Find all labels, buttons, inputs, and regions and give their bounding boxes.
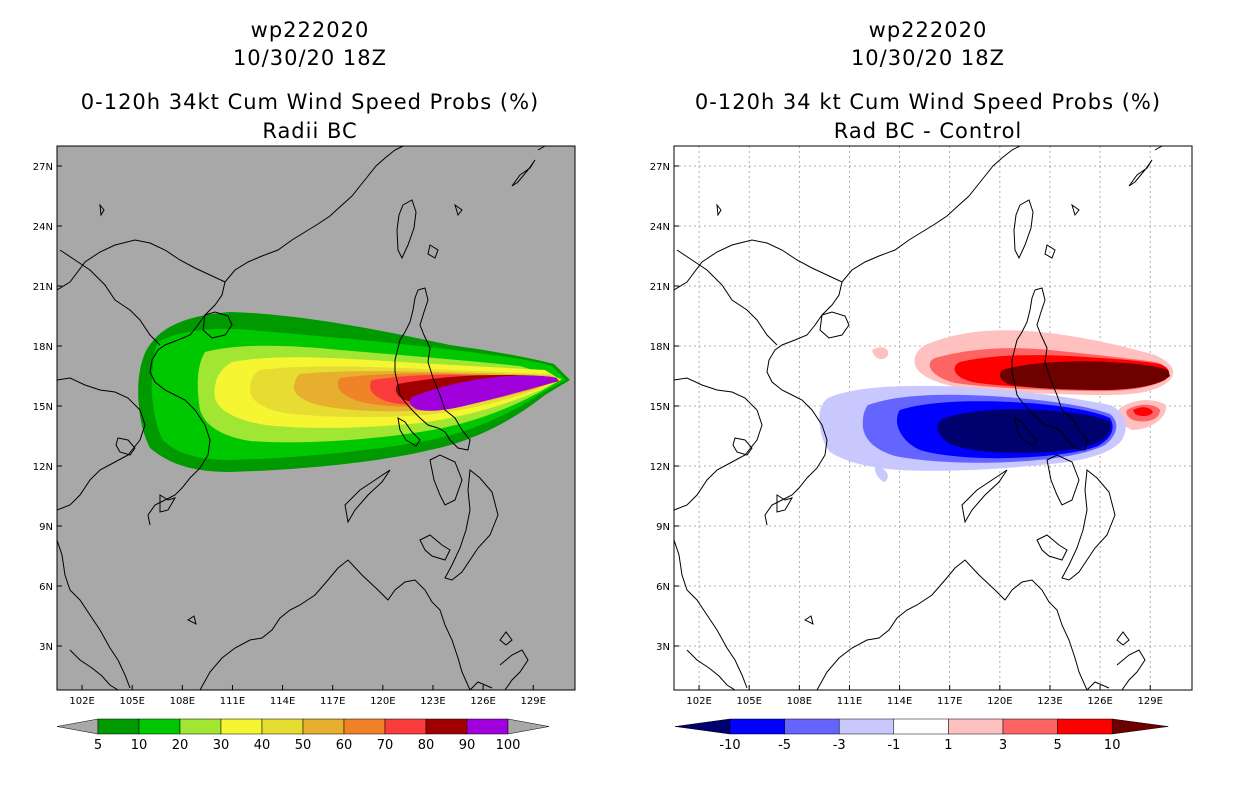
left-lon-label: 117E <box>320 696 345 707</box>
right-lon-label: 126E <box>1087 696 1112 707</box>
right-lon-label: 102E <box>686 696 711 707</box>
right-subtitle: Rad BC - Control <box>833 119 1023 143</box>
left-title: 0-120h 34kt Cum Wind Speed Probs (%) <box>80 90 540 114</box>
right-colorbar-label: -10 <box>719 738 740 753</box>
left-lat-label: 24N <box>33 222 53 233</box>
left-colorbar-label: 10 <box>131 738 148 753</box>
left-lat-label: 21N <box>33 282 53 293</box>
right-difference-contours <box>819 330 1174 482</box>
left-lat-labels: 27N 24N 21N 18N 15N 12N 9N 6N 3N <box>33 162 62 653</box>
left-probability-contours <box>138 312 570 472</box>
left-colorbar-label: 5 <box>94 738 102 753</box>
right-colorbar-label: -1 <box>887 738 900 753</box>
left-colorbar-label: 90 <box>459 738 476 753</box>
right-colorbar-label: -5 <box>778 738 791 753</box>
right-colorbar-box <box>784 718 840 735</box>
left-subtitle: Radii BC <box>262 119 358 143</box>
left-colorbar: 5 10 20 30 40 50 60 70 80 90 100 <box>56 718 550 753</box>
right-colorbar-box <box>1057 718 1113 735</box>
right-lon-label: 123E <box>1037 696 1062 707</box>
left-datetime: 10/30/20 18Z <box>232 46 388 70</box>
left-coastlines <box>57 146 546 690</box>
right-lon-label: 105E <box>736 696 761 707</box>
right-lat-label: 21N <box>650 282 670 293</box>
left-lon-label: 123E <box>420 696 445 707</box>
right-storm-id: wp222020 <box>868 18 988 42</box>
right-datetime: 10/30/20 18Z <box>850 46 1006 70</box>
left-colorbar-upper-arrow <box>507 718 550 735</box>
left-storm-id: wp222020 <box>250 18 370 42</box>
left-lat-label: 12N <box>33 462 53 473</box>
left-colorbar-label: 80 <box>418 738 435 753</box>
left-lat-label: 27N <box>33 162 53 173</box>
left-colorbar-label: 60 <box>336 738 353 753</box>
right-coastlines <box>674 146 1163 690</box>
left-colorbar-label: 40 <box>254 738 271 753</box>
right-lat-label: 27N <box>650 162 670 173</box>
right-colorbar-box <box>948 718 1004 735</box>
left-lon-label: 129E <box>521 696 546 707</box>
right-lon-labels: 102E 105E 108E 111E 114E 117E 120E 123E 126E 129E <box>686 685 1163 707</box>
right-colorbar-label: 1 <box>944 738 952 753</box>
left-colorbar-label: 50 <box>295 738 312 753</box>
right-colorbar-box <box>838 718 895 735</box>
right-colorbar-label: 5 <box>1053 738 1061 753</box>
right-title: 0-120h 34 kt Cum Wind Speed Probs (%) <box>694 90 1162 114</box>
left-lon-label: 105E <box>119 696 144 707</box>
right-positive-10 <box>1000 361 1170 390</box>
right-lon-label: 108E <box>787 696 812 707</box>
right-lat-labels: 27N 24N 21N 18N 15N 12N 9N 6N 3N <box>650 162 679 653</box>
right-negative-10 <box>937 409 1111 453</box>
left-colorbar-label: 70 <box>377 738 394 753</box>
right-lon-label: 114E <box>887 696 912 707</box>
right-colorbar-label: 3 <box>999 738 1007 753</box>
left-colorbar-label: 100 <box>496 738 521 753</box>
left-lon-label: 114E <box>270 696 295 707</box>
right-colorbar-upper-arrow <box>1111 718 1169 735</box>
right-lat-label: 12N <box>650 462 670 473</box>
left-lat-label: 9N <box>39 522 53 533</box>
left-lon-label: 126E <box>470 696 495 707</box>
right-lon-label: 117E <box>937 696 962 707</box>
left-lat-label: 18N <box>33 342 53 353</box>
right-colorbar: -10 -5 -3 -1 1 3 5 10 <box>674 718 1169 753</box>
right-colorbar-label: 10 <box>1104 738 1121 753</box>
right-lat-label: 9N <box>656 522 670 533</box>
left-lat-label: 15N <box>33 402 53 413</box>
right-positive-1b <box>872 347 889 360</box>
right-lat-label: 3N <box>656 642 670 653</box>
right-lat-label: 15N <box>650 402 670 413</box>
left-colorbar-label: 20 <box>172 738 189 753</box>
right-colorbar-box <box>729 718 785 735</box>
right-lat-label: 24N <box>650 222 670 233</box>
left-contour-90 <box>409 375 558 411</box>
right-colorbar-label: -3 <box>833 738 846 753</box>
left-lat-label: 3N <box>39 642 53 653</box>
left-colorbar-label: 30 <box>213 738 230 753</box>
left-lon-label: 111E <box>220 696 245 707</box>
left-lat-label: 6N <box>39 582 53 593</box>
right-lon-label: 129E <box>1138 696 1163 707</box>
right-colorbar-box <box>893 718 949 735</box>
left-lon-label: 108E <box>170 696 195 707</box>
right-lat-label: 6N <box>656 582 670 593</box>
right-lon-label: 120E <box>987 696 1012 707</box>
right-lat-label: 18N <box>650 342 670 353</box>
left-lon-labels: 102E 105E 108E 111E 114E 117E 120E 123E 126E 129E <box>69 685 546 707</box>
left-lon-label: 120E <box>370 696 395 707</box>
right-lon-label: 111E <box>837 696 862 707</box>
right-positive-5b <box>1133 407 1153 417</box>
left-lon-label: 102E <box>69 696 94 707</box>
right-colorbar-lower-arrow <box>674 718 731 735</box>
right-negative-1b <box>874 465 888 482</box>
right-colorbar-box <box>1002 718 1058 735</box>
